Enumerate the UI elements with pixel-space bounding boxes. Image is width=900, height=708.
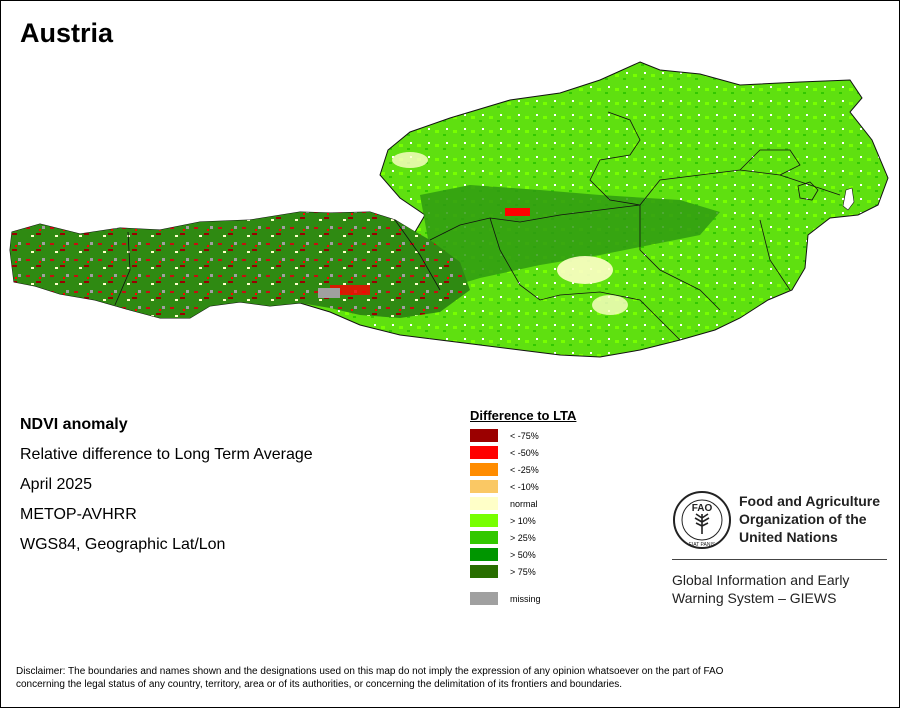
legend-swatch — [470, 429, 498, 442]
fao-name-line-2: Organization of the — [739, 511, 867, 527]
disclaimer-line-2: concerning the legal status of any count… — [16, 679, 623, 690]
legend-item: < -75% — [470, 427, 576, 444]
legend-item: < -10% — [470, 478, 576, 495]
legend-item: > 25% — [470, 529, 576, 546]
fao-organization-name: Food and Agriculture Organization of the… — [739, 492, 899, 546]
legend-item: normal — [470, 495, 576, 512]
normal-anomaly-patch-3 — [392, 152, 428, 168]
legend-item: > 50% — [470, 546, 576, 563]
legend-swatch — [470, 446, 498, 459]
legend-label: < -75% — [510, 430, 539, 441]
legend-items: < -75% < -50% < -25% < -10% normal > 10% > 25%… — [470, 427, 576, 580]
map-title: Austria — [20, 18, 114, 48]
map-projection: WGS84, Geographic Lat/Lon — [20, 536, 226, 553]
normal-anomaly-patch — [557, 256, 613, 284]
fao-logo-icon: FAO FIAT PANIS — [673, 491, 731, 549]
legend-label: missing — [510, 593, 541, 604]
fao-logo-motto: FIAT PANIS — [689, 542, 716, 548]
legend-label: > 50% — [510, 549, 536, 560]
map-legend: Difference to LTA < -75% < -50% < -25% < -1… — [470, 408, 576, 607]
legend-label: > 75% — [510, 566, 536, 577]
legend-swatch — [470, 531, 498, 544]
map-info-block: NDVI anomaly Relative difference to Long… — [20, 412, 313, 562]
giews-line-1: Global Information and Early — [672, 572, 850, 588]
map-description: Relative difference to Long Term Average — [20, 446, 313, 463]
fao-logo-text: FAO — [692, 503, 713, 514]
legend-label: < -10% — [510, 481, 539, 492]
legend-label: < -25% — [510, 464, 539, 475]
map-disclaimer: Disclaimer: The boundaries and names sho… — [16, 665, 886, 691]
legend-label: > 25% — [510, 532, 536, 543]
ndvi-anomaly-map — [9, 61, 889, 358]
fao-divider — [672, 559, 887, 560]
legend-swatch — [470, 463, 498, 476]
legend-label: normal — [510, 498, 538, 509]
legend-swatch — [470, 480, 498, 493]
legend-swatch — [470, 497, 498, 510]
legend-item-missing: missing — [470, 590, 576, 607]
legend-title: Difference to LTA — [470, 408, 577, 423]
state-boundaries — [114, 111, 841, 341]
legend-item: > 75% — [470, 563, 576, 580]
disclaimer-line-1: Disclaimer: The boundaries and names sho… — [16, 666, 724, 677]
legend-swatch — [470, 565, 498, 578]
legend-label: < -50% — [510, 447, 539, 458]
negative-anomaly-spot-2 — [330, 285, 370, 295]
fao-name-line-1: Food and Agriculture — [739, 493, 881, 509]
giews-line-2: Warning System – GIEWS — [672, 590, 837, 606]
lake-neusiedl — [842, 187, 855, 211]
normal-anomaly-patch-2 — [592, 295, 628, 315]
legend-label: > 10% — [510, 515, 536, 526]
negative-anomaly-spot — [505, 208, 530, 216]
giews-label: Global Information and Early Warning Sys… — [672, 571, 892, 607]
legend-item: < -25% — [470, 461, 576, 478]
vienna-boundary — [797, 181, 819, 201]
legend-swatch — [470, 514, 498, 527]
legend-swatch — [470, 592, 498, 605]
fao-name-line-3: United Nations — [739, 529, 838, 545]
map-date: April 2025 — [20, 476, 93, 493]
legend-item: < -50% — [470, 444, 576, 461]
map-sensor: METOP-AVHRR — [20, 506, 137, 523]
legend-item: > 10% — [470, 512, 576, 529]
missing-data-patch — [318, 288, 340, 298]
legend-swatch — [470, 548, 498, 561]
map-heading: NDVI anomaly — [20, 416, 128, 433]
